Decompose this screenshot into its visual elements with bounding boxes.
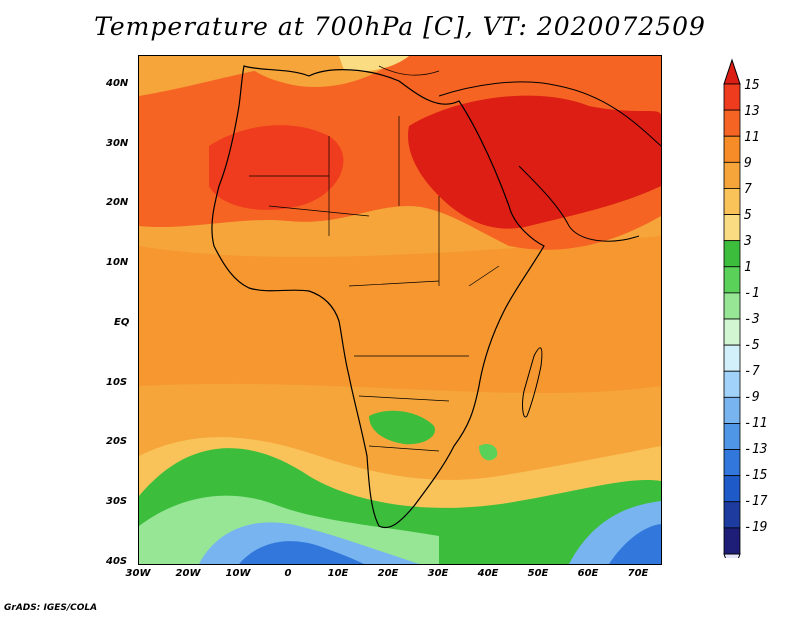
lat-tick-label: 10S <box>106 377 128 388</box>
colorbar-swatch <box>723 109 741 137</box>
colorbar-swatch <box>723 527 741 555</box>
lat-tick-label: 40N <box>106 78 129 89</box>
colorbar-bottom-arrow <box>723 553 741 558</box>
colorbar-label: 15 <box>744 78 760 93</box>
lon-tick-label: 50E <box>527 568 549 579</box>
lon-tick-label: 20W <box>175 568 201 579</box>
lon-tick-label: 30W <box>125 568 151 579</box>
lon-tick-label: 70E <box>627 568 649 579</box>
lat-tick-label: 10N <box>106 257 129 268</box>
lat-tick-label: 20N <box>106 197 129 208</box>
colorbar-label: 11 <box>744 130 760 145</box>
lat-tick-label: 20S <box>106 436 128 447</box>
colorbar-swatch <box>723 161 741 189</box>
lon-tick-label: 20E <box>377 568 399 579</box>
colorbar-label: 5 <box>744 208 752 223</box>
lat-tick-label: 40S <box>106 556 128 567</box>
colorbar-swatch <box>723 135 741 163</box>
lat-tick-label: EQ <box>114 317 130 328</box>
colorbar-label: -3 <box>744 312 760 327</box>
lon-tick-label: 10W <box>225 568 251 579</box>
colorbar-label: -13 <box>744 442 768 457</box>
colorbar-swatch <box>723 344 741 372</box>
colorbar-swatch <box>723 396 741 424</box>
grads-credit: GrADS: IGES/COLA <box>4 603 98 613</box>
temperature-field <box>139 56 661 564</box>
colorbar-swatch <box>723 475 741 503</box>
colorbar-swatch <box>723 188 741 215</box>
colorbar-label: -11 <box>744 416 768 431</box>
lon-tick-label: 30E <box>427 568 449 579</box>
map-title: Temperature at 700hPa [C], VT: 202007250… <box>94 12 706 41</box>
colorbar-label: -17 <box>744 494 768 509</box>
lon-tick-label: 0 <box>284 568 292 579</box>
lat-tick-label: 30N <box>106 138 129 149</box>
lat-tick-label: 30S <box>106 496 128 507</box>
colorbar-label: 3 <box>744 234 752 249</box>
colorbar-label: 13 <box>744 104 760 119</box>
colorbar-swatch <box>723 449 741 477</box>
colorbar-label: 7 <box>744 182 752 197</box>
colorbar-swatch <box>723 501 741 529</box>
colorbar-swatch <box>723 266 741 294</box>
colorbar-swatches <box>723 58 741 558</box>
colorbar-swatch <box>723 83 741 111</box>
colorbar-label: -19 <box>744 520 768 535</box>
colorbar-label: 9 <box>744 156 752 171</box>
colorbar-swatch <box>723 240 741 268</box>
colorbar-swatch <box>723 423 741 450</box>
lon-tick-label: 10E <box>327 568 349 579</box>
temperature-map <box>138 55 662 565</box>
colorbar-top-arrow <box>723 58 741 85</box>
colorbar-label: -9 <box>744 390 760 405</box>
colorbar-swatch <box>723 214 741 242</box>
colorbar-swatch <box>723 292 741 320</box>
colorbar-label: -7 <box>744 364 760 379</box>
colorbar-label: -15 <box>744 468 768 483</box>
lon-tick-label: 60E <box>577 568 599 579</box>
colorbar-label: 1 <box>744 260 752 275</box>
colorbar-label: -1 <box>744 286 760 301</box>
colorbar-swatch <box>723 370 741 398</box>
lon-tick-label: 40E <box>477 568 499 579</box>
colorbar-swatch <box>723 318 741 346</box>
colorbar-label: -5 <box>744 338 760 353</box>
